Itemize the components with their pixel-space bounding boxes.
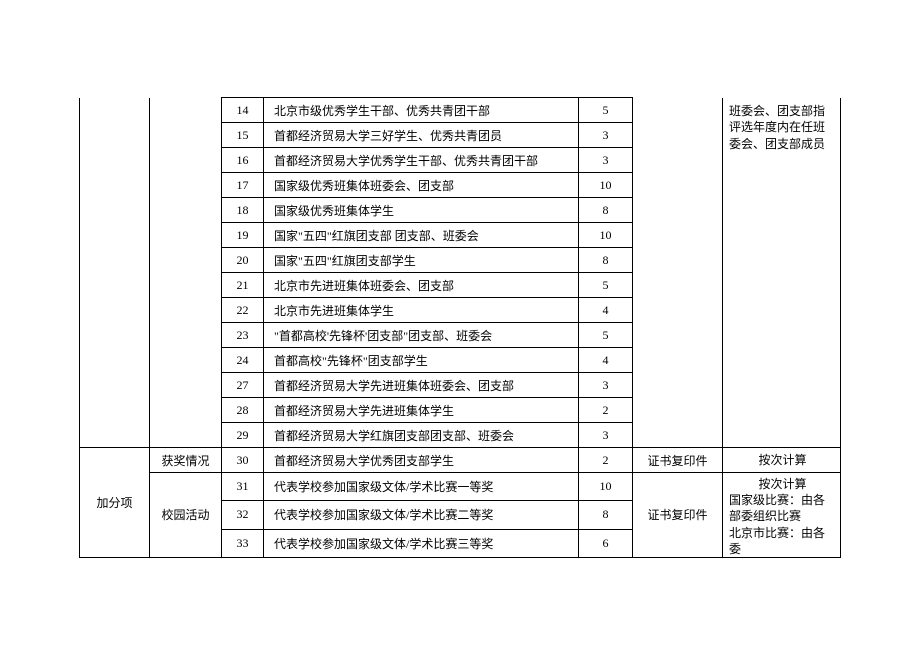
row-description: 代表学校参加国家级文体/学术比赛三等奖 xyxy=(264,529,579,557)
table-row: 14北京市级优秀学生干部、优秀共青团干部5班委会、团支部指评选年度内在任班委会、… xyxy=(80,98,841,123)
row-score: 4 xyxy=(579,298,633,323)
row-number: 20 xyxy=(222,248,264,273)
row-score: 2 xyxy=(579,448,633,473)
row-number: 30 xyxy=(222,448,264,473)
row-number: 28 xyxy=(222,398,264,423)
row-score: 5 xyxy=(579,323,633,348)
row-number: 16 xyxy=(222,148,264,173)
note-cell: 按次计算国家级比赛：由各部委组织比赛北京市比赛：由各委 xyxy=(723,473,841,558)
row-description: 国家"五四"红旗团支部学生 xyxy=(264,248,579,273)
note-cell: 按次计算 xyxy=(723,448,841,473)
row-description: 首都经济贸易大学优秀学生干部、优秀共青团干部 xyxy=(264,148,579,173)
row-number: 33 xyxy=(222,529,264,557)
row-description: 北京市级优秀学生干部、优秀共青团干部 xyxy=(264,98,579,123)
row-number: 24 xyxy=(222,348,264,373)
row-description: 首都高校"先锋杯"团支部学生 xyxy=(264,348,579,373)
row-score: 5 xyxy=(579,273,633,298)
row-description: 北京市先进班集体学生 xyxy=(264,298,579,323)
row-description: 代表学校参加国家级文体/学术比赛一等奖 xyxy=(264,473,579,501)
row-description: 国家级优秀班集体班委会、团支部 xyxy=(264,173,579,198)
row-score: 3 xyxy=(579,148,633,173)
row-number: 22 xyxy=(222,298,264,323)
row-number: 29 xyxy=(222,423,264,448)
proof-cell: 证书复印件 xyxy=(633,473,723,558)
row-number: 15 xyxy=(222,123,264,148)
row-score: 8 xyxy=(579,198,633,223)
row-number: 17 xyxy=(222,173,264,198)
table-row: 加分项获奖情况30首都经济贸易大学优秀团支部学生2证书复印件按次计算 xyxy=(80,448,841,473)
row-number: 32 xyxy=(222,501,264,529)
row-score: 10 xyxy=(579,173,633,198)
row-description: 国家"五四"红旗团支部 团支部、班委会 xyxy=(264,223,579,248)
table-row: 校园活动31代表学校参加国家级文体/学术比赛一等奖10证书复印件按次计算国家级比… xyxy=(80,473,841,501)
row-description: 国家级优秀班集体学生 xyxy=(264,198,579,223)
row-number: 27 xyxy=(222,373,264,398)
row-description: 代表学校参加国家级文体/学术比赛二等奖 xyxy=(264,501,579,529)
category-cell: 加分项 xyxy=(80,448,150,558)
row-score: 10 xyxy=(579,473,633,501)
proof-cell: 证书复印件 xyxy=(633,448,723,473)
row-number: 21 xyxy=(222,273,264,298)
row-score: 3 xyxy=(579,123,633,148)
row-number: 31 xyxy=(222,473,264,501)
row-number: 14 xyxy=(222,98,264,123)
row-score: 8 xyxy=(579,248,633,273)
subcategory-cell: 校园活动 xyxy=(150,473,222,558)
row-score: 2 xyxy=(579,398,633,423)
row-description: 北京市先进班集体班委会、团支部 xyxy=(264,273,579,298)
row-score: 4 xyxy=(579,348,633,373)
note-cell: 班委会、团支部指评选年度内在任班委会、团支部成员 xyxy=(723,98,841,448)
row-score: 5 xyxy=(579,98,633,123)
row-score: 3 xyxy=(579,373,633,398)
row-description: 首都经济贸易大学先进班集体班委会、团支部 xyxy=(264,373,579,398)
row-description: 首都经济贸易大学红旗团支部团支部、班委会 xyxy=(264,423,579,448)
row-score: 6 xyxy=(579,529,633,557)
row-score: 10 xyxy=(579,223,633,248)
document-page: 14北京市级优秀学生干部、优秀共青团干部5班委会、团支部指评选年度内在任班委会、… xyxy=(0,0,920,651)
subcategory-cell: 获奖情况 xyxy=(150,448,222,473)
scoring-table: 14北京市级优秀学生干部、优秀共青团干部5班委会、团支部指评选年度内在任班委会、… xyxy=(79,97,841,558)
category-cell xyxy=(80,98,150,448)
row-description: 首都经济贸易大学先进班集体学生 xyxy=(264,398,579,423)
row-number: 23 xyxy=(222,323,264,348)
row-description: "首都高校'先锋杯'团支部"团支部、班委会 xyxy=(264,323,579,348)
proof-cell xyxy=(633,98,723,448)
row-number: 18 xyxy=(222,198,264,223)
subcategory-cell xyxy=(150,98,222,448)
row-score: 3 xyxy=(579,423,633,448)
row-number: 19 xyxy=(222,223,264,248)
row-description: 首都经济贸易大学优秀团支部学生 xyxy=(264,448,579,473)
row-score: 8 xyxy=(579,501,633,529)
row-description: 首都经济贸易大学三好学生、优秀共青团员 xyxy=(264,123,579,148)
